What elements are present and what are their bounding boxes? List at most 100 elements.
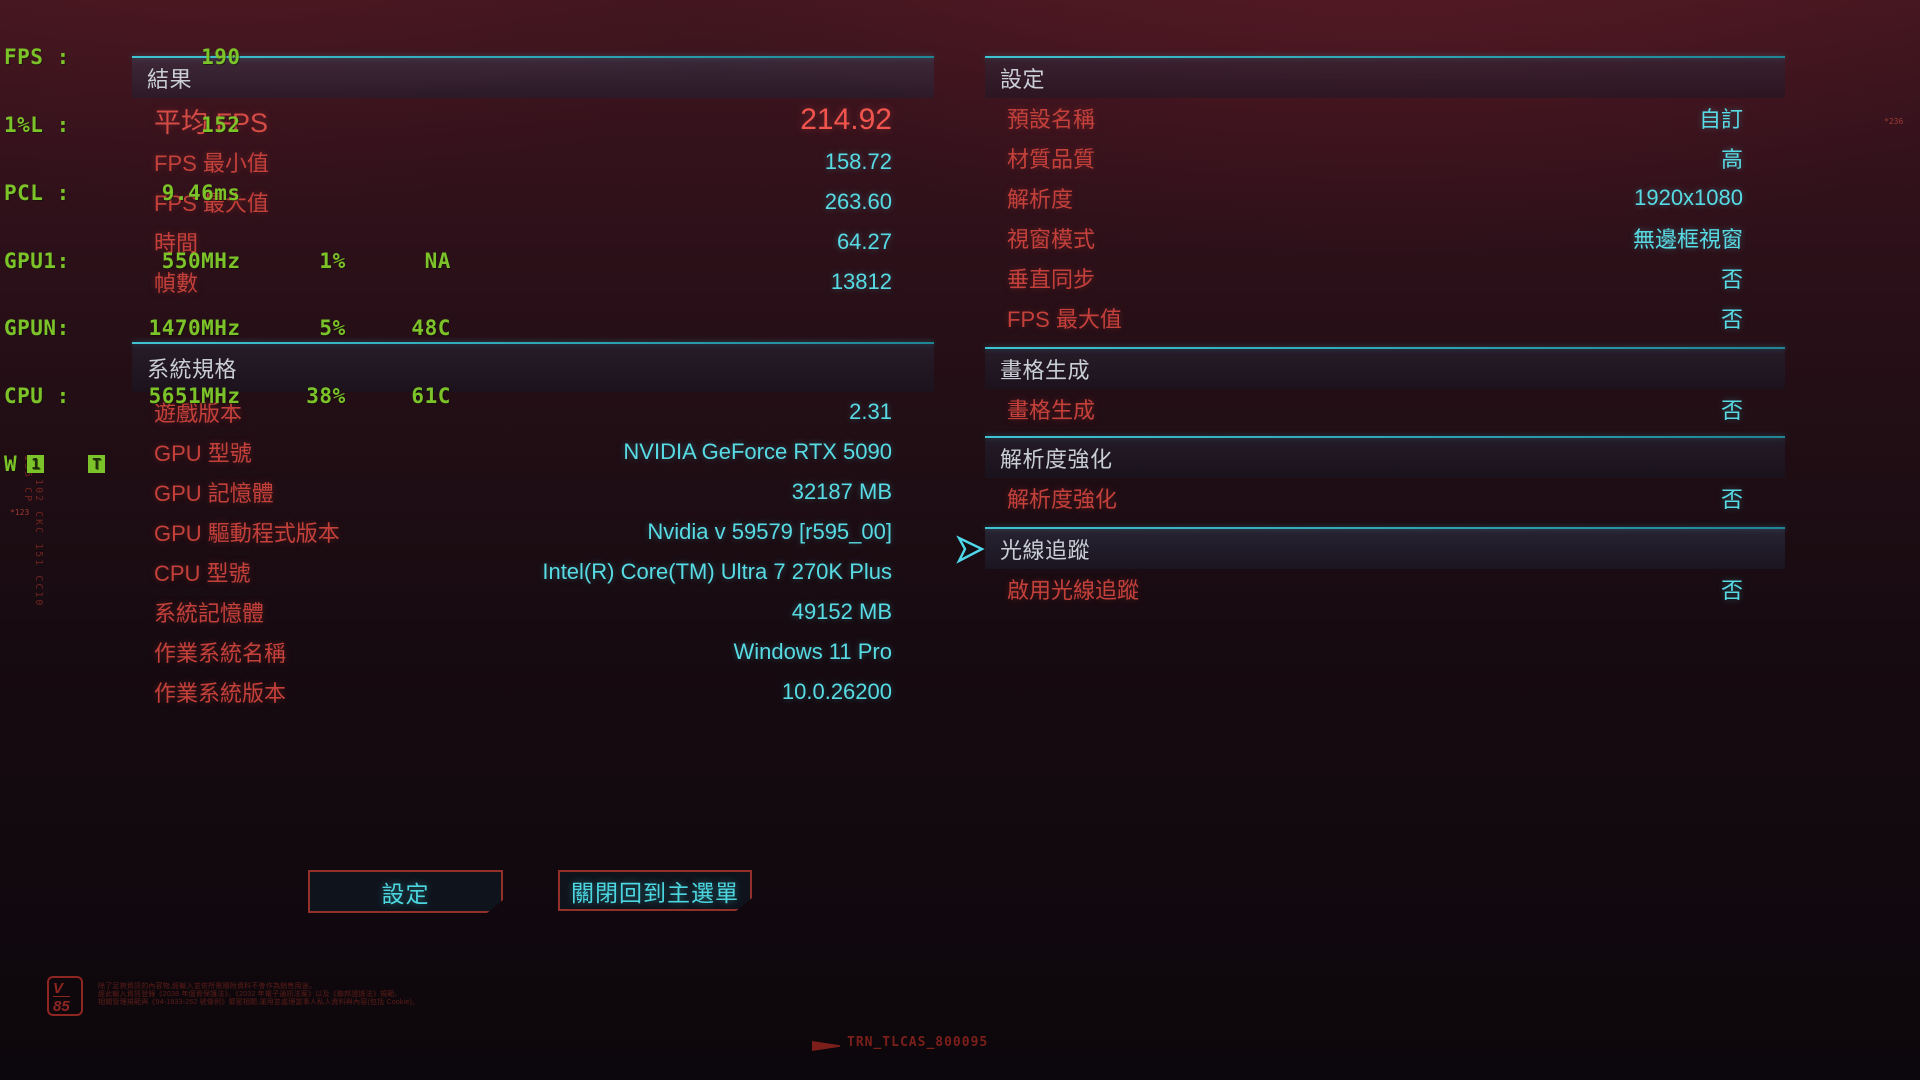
row-label: 啟用光線追蹤	[1007, 578, 1140, 603]
avg-fps-row: 平均 FPS 214.92	[132, 98, 934, 142]
overlay-line: GPU1: 550MHz 1% NA	[4, 248, 451, 273]
row-value: 否	[1720, 578, 1743, 603]
rating-badge: V 85	[47, 976, 83, 1016]
system-divider	[132, 342, 934, 344]
row-label: 材質品質	[1007, 147, 1096, 172]
game-version-row: 遊戲版本 2.31	[132, 392, 934, 432]
gpu-model-row: GPU 型號 NVIDIA GeForce RTX 5090	[132, 432, 934, 472]
row-value: 2.31	[849, 399, 892, 424]
settings-header: 設定	[985, 58, 1785, 98]
build-code: TRN_TLCAS_800095	[847, 1035, 989, 1050]
results-divider	[132, 56, 934, 58]
row-value: NVIDIA GeForce RTX 5090	[623, 439, 892, 464]
mouse-cursor-icon	[955, 535, 985, 570]
row-label: GPU 記憶體	[154, 481, 274, 506]
row-label: FPS 最小值	[154, 151, 269, 176]
settings-button[interactable]: 設定	[308, 870, 503, 913]
row-label: 幀數	[154, 271, 199, 296]
row-value: 自訂	[1698, 107, 1743, 132]
frame-generation-divider	[985, 347, 1785, 349]
overlay-footer: W 1 T	[4, 452, 451, 477]
row-label: 預設名稱	[1007, 107, 1096, 132]
row-label: FPS 最大值	[1007, 307, 1122, 332]
row-label: 解析度	[1007, 187, 1074, 212]
rating-badge-top: V	[53, 980, 64, 997]
rating-badge-bottom: 85	[53, 996, 70, 1015]
overlay-line: FPS : 190	[4, 45, 241, 70]
max-fps-row: FPS 最大值 263.60	[132, 182, 934, 222]
row-value: 49152 MB	[791, 599, 892, 624]
disclaimer-line: 經此輸入資訊登錄《2038 年個資保護法》、《2032 年電子通訊法案》以及《聯…	[98, 991, 402, 998]
row-label: 視窗模式	[1007, 227, 1096, 252]
row-value: 否	[1720, 267, 1743, 292]
overlay-line: CPU : 5651MHz 38% 61C	[4, 384, 451, 409]
overlay-badge-t: T	[88, 455, 106, 474]
gpu-driver-row: GPU 驅動程式版本 Nvidia v 59579 [r595_00]	[132, 512, 934, 552]
row-label: 系統記憶體	[154, 601, 265, 626]
ray-tracing-divider	[985, 527, 1785, 529]
footer-wedge-icon	[812, 1041, 840, 1051]
row-value: 214.92	[800, 103, 892, 136]
row-value: 高	[1720, 147, 1743, 172]
resolution-scaling-divider	[985, 436, 1785, 438]
vsync-row: 垂直同步 否	[985, 258, 1785, 298]
window-mode-row: 視窗模式 無邊框視窗	[985, 218, 1785, 258]
ray-tracing-row: 啟用光線追蹤 否	[985, 569, 1785, 609]
texture-quality-row: 材質品質 高	[985, 138, 1785, 178]
frame-generation-row: 畫格生成 否	[985, 389, 1785, 429]
row-value: 否	[1720, 307, 1743, 332]
row-value: 無邊框視窗	[1632, 227, 1743, 252]
row-value: 32187 MB	[791, 479, 892, 504]
ray-tracing-panel: 光線追蹤 啟用光線追蹤 否	[985, 527, 1785, 609]
margin-micro-top-right: *236	[1884, 117, 1904, 126]
os-version-row: 作業系統版本 10.0.26200	[132, 672, 934, 712]
disclaimer-line: 除了足夠資訊的內容物,經輸入並依所需隨附資料不會作為銷售用途。	[98, 983, 317, 990]
row-label: 遊戲版本	[154, 401, 243, 426]
preset-name-row: 預設名稱 自訂	[985, 98, 1785, 138]
system-specs-panel: 系統規格 遊戲版本 2.31 GPU 型號 NVIDIA GeForce RTX…	[132, 342, 934, 712]
settings-divider	[985, 56, 1785, 58]
legal-disclaimer: 除了足夠資訊的內容物,經輸入並依所需隨附資料不會作為銷售用途。 經此輸入資訊登錄…	[98, 983, 428, 1007]
row-label: 畫格生成	[1007, 398, 1096, 423]
ray-tracing-header-label: 光線追蹤	[1000, 538, 1091, 563]
frame-generation-panel: 畫格生成 畫格生成 否	[985, 347, 1785, 429]
row-label: 時間	[154, 231, 199, 256]
row-label: 平均 FPS	[154, 107, 269, 138]
time-row: 時間 64.27	[132, 222, 934, 262]
resolution-row: 解析度 1920x1080	[985, 178, 1785, 218]
overlay-badge-1: 1	[27, 455, 45, 474]
row-label: FPS 最大值	[154, 191, 269, 216]
row-value: 否	[1720, 487, 1743, 512]
overlay-line: GPUN: 1470MHz 5% 48C	[4, 316, 451, 341]
row-label: 垂直同步	[1007, 267, 1096, 292]
performance-overlay: FPS : 190 1%L : 152 PCL : 9.46ms GPU1: 5…	[4, 1, 451, 496]
row-value: 10.0.26200	[781, 679, 892, 704]
overlay-line: PCL : 9.46ms	[4, 180, 241, 205]
resolution-scaling-row: 解析度強化 否	[985, 478, 1785, 518]
row-label: CPU 型號	[154, 561, 251, 586]
ray-tracing-header: 光線追蹤	[985, 529, 1785, 569]
results-panel: 結果 平均 FPS 214.92 FPS 最小值 158.72 FPS 最大值 …	[132, 56, 934, 302]
row-label: GPU 型號	[154, 441, 252, 466]
resolution-scaling-panel: 解析度強化 解析度強化 否	[985, 436, 1785, 518]
row-value: 64.27	[836, 229, 892, 254]
overlay-w-label: W	[4, 452, 18, 477]
results-header-label: 結果	[147, 67, 193, 92]
close-to-main-menu-button[interactable]: 關閉回到主選單	[558, 870, 752, 911]
gpu-memory-row: GPU 記憶體 32187 MB	[132, 472, 934, 512]
min-fps-row: FPS 最小值 158.72	[132, 142, 934, 182]
row-value: Nvidia v 59579 [r595_00]	[647, 519, 892, 544]
row-value: 13812	[830, 269, 892, 294]
system-memory-row: 系統記憶體 49152 MB	[132, 592, 934, 632]
row-value: 否	[1720, 398, 1743, 423]
frame-generation-header-label: 畫格生成	[1000, 358, 1091, 383]
disclaimer-line: 相關管理規範與《94-1833-262 號條例》緊密相關,運用並處理當事人私人資…	[98, 999, 420, 1006]
system-header-label: 系統規格	[147, 357, 238, 382]
frames-row: 幀數 13812	[132, 262, 934, 302]
close-to-main-menu-label: 關閉回到主選單	[571, 879, 739, 906]
row-label: 解析度強化	[1007, 487, 1118, 512]
settings-panel: 設定 預設名稱 自訂 材質品質 高 解析度 1920x1080 視窗模式 無邊框…	[985, 56, 1785, 338]
resolution-scaling-header-label: 解析度強化	[1000, 447, 1113, 472]
margin-micro-left: *123	[10, 508, 30, 517]
